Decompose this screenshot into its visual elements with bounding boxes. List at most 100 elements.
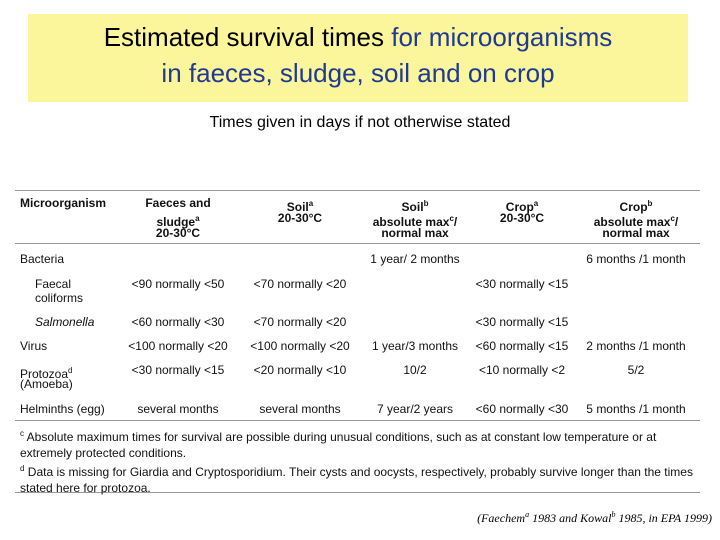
table-cell: <60 normally <15 <box>475 339 569 353</box>
text-run: (Faechem <box>477 511 526 525</box>
table-cell: 1 year/ 2 months <box>370 252 460 266</box>
footnote: c Absolute maximum times for survival ar… <box>20 426 700 461</box>
column-header: normal max <box>381 226 448 241</box>
row-name: Salmonella <box>35 315 94 330</box>
table-rule <box>15 492 700 493</box>
column-header: Soila <box>287 196 313 215</box>
column-header: Cropa <box>506 196 538 215</box>
text-run: absolute max <box>372 215 450 229</box>
row-name: Faecal <box>35 277 71 292</box>
superscript: d <box>68 366 73 375</box>
superscript: a <box>525 510 530 519</box>
superscript: a <box>308 199 314 208</box>
column-header: 20-30°C <box>500 211 544 226</box>
text-run: / <box>453 215 458 229</box>
column-header: normal max <box>602 226 669 241</box>
text-run: Absolute maximum times for survival are … <box>20 430 657 460</box>
column-header: Faeces and <box>145 196 210 211</box>
text-run: coliforms <box>35 291 84 305</box>
column-header: sludgea <box>156 211 199 230</box>
table-cell: <30 normally <15 <box>475 315 569 329</box>
table-cell: <60 normally <30 <box>475 402 569 416</box>
subtitle: Times given in days if not otherwise sta… <box>209 114 511 131</box>
text-run: absolute max <box>593 215 671 229</box>
superscript: b <box>611 510 616 519</box>
table-cell: 1 year/3 months <box>371 339 459 353</box>
table-cell: <70 normally <20 <box>253 277 347 291</box>
table-cell: <30 normally <15 <box>131 363 225 377</box>
table-rule <box>15 420 700 421</box>
text-run: Soil <box>286 200 309 214</box>
superscript: b <box>423 199 429 208</box>
text-run: Bacteria <box>20 252 65 266</box>
table-cell: <70 normally <20 <box>253 315 347 329</box>
text-run: Crop <box>619 200 648 214</box>
superscript: c <box>449 214 454 223</box>
footnote: d Data is missing for Giardia and Crypto… <box>20 461 700 496</box>
title-run: Estimated survival times <box>103 22 384 52</box>
superscript: a <box>195 214 200 223</box>
text-run: Microorganism <box>20 196 107 210</box>
table-cell: <100 normally <20 <box>128 339 228 353</box>
column-header: 20-30°C <box>156 226 200 241</box>
text-run: Faecal <box>35 277 72 291</box>
column-header: Soilb <box>402 196 429 215</box>
table-cell: 5 months /1 month <box>586 402 686 416</box>
text-run: / <box>674 215 679 229</box>
title-run: for microorganisms <box>391 22 613 52</box>
title-line: Estimated survival times for microorgani… <box>28 22 688 53</box>
column-header: Microorganism <box>20 196 106 211</box>
table-cell: <30 normally <15 <box>475 277 569 291</box>
table-cell: <20 normally <10 <box>253 363 347 377</box>
table-rule <box>15 243 700 244</box>
superscript: b <box>647 199 653 208</box>
title-line: in faeces, sludge, soil and on crop <box>28 58 688 89</box>
column-header: absolute maxc/ <box>594 211 679 230</box>
row-name: Virus <box>20 339 47 354</box>
table-cell: 10/2 <box>403 363 427 377</box>
text-run: 20-30°C <box>277 211 323 225</box>
table-cell: <90 normally <50 <box>131 277 225 291</box>
title-run: in faeces, sludge, soil and on crop <box>161 58 555 88</box>
row-name: Bacteria <box>20 252 64 267</box>
text-run: Faeces and <box>145 196 211 210</box>
source: (Faechema 1983 and Kowalb 1985, in EPA 1… <box>477 510 712 526</box>
column-header: Cropb <box>620 196 653 215</box>
superscript: c <box>20 429 24 438</box>
table-cell: several months <box>259 402 341 416</box>
column-header: 20-30°C <box>278 211 322 226</box>
table-cell: <100 normally <20 <box>250 339 350 353</box>
table-cell: 7 year/2 years <box>376 402 454 416</box>
row-name: Helminths (egg) <box>20 402 105 417</box>
text-run: Virus <box>20 339 48 353</box>
table-cell: <60 normally <30 <box>131 315 225 329</box>
table-cell: 6 months /1 month <box>586 252 686 266</box>
superscript: d <box>20 464 25 473</box>
table-cell: several months <box>137 402 219 416</box>
title-box <box>28 14 688 102</box>
superscript: a <box>533 199 539 208</box>
table-rule <box>15 190 700 191</box>
text-run: 1983 and Kowal <box>529 511 612 525</box>
text-run: Soil <box>401 200 424 214</box>
column-header: absolute maxc/ <box>373 211 458 230</box>
text-run: 1985, in EPA 1999) <box>615 511 712 525</box>
text-run: normal max <box>381 226 449 240</box>
text-run: normal max <box>602 226 670 240</box>
table-cell: <10 normally <2 <box>478 363 566 377</box>
text-run: Helminths (egg) <box>20 402 105 416</box>
superscript: c <box>670 214 675 223</box>
text-run: sludge <box>156 215 196 229</box>
text-run: (Amoeba) <box>20 377 73 391</box>
text-run: Salmonella <box>35 315 95 329</box>
table-cell: 5/2 <box>627 363 645 377</box>
text-run: Crop <box>505 200 534 214</box>
row-name: (Amoeba) <box>20 377 73 392</box>
text-run: 20-30°C <box>499 211 545 225</box>
text-run: 20-30°C <box>155 226 201 240</box>
table-cell: 2 months /1 month <box>586 339 686 353</box>
row-name: Protozoad <box>20 363 72 382</box>
text-run: Data is missing for Giardia and Cryptosp… <box>20 465 693 495</box>
row-name: coliforms <box>35 291 83 306</box>
